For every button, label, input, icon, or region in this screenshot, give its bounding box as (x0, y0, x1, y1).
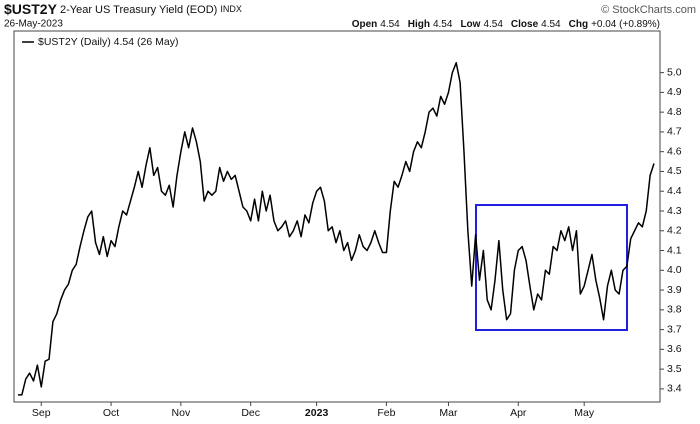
quote-label: Open (352, 19, 378, 30)
quote-value: 4.54 (433, 19, 453, 30)
plot-frame (13, 30, 661, 403)
x-tick-label: Feb (377, 407, 395, 419)
quote-value: 4.54 (541, 19, 561, 30)
quote-label: Low (460, 19, 480, 30)
y-tick-label: 4.8 (667, 106, 682, 118)
y-tick-label: 4.4 (667, 185, 682, 197)
y-tick-label: 4.2 (667, 225, 682, 237)
title: $UST2Y 2-Year US Treasury Yield (EOD) IN… (4, 1, 242, 17)
y-tick-label: 4.9 (667, 86, 682, 98)
y-tick-label: 3.4 (667, 383, 682, 395)
y-tick-label: 4.5 (667, 165, 682, 177)
date: 26-May-2023 (4, 19, 63, 30)
y-tick-label: 3.6 (667, 343, 682, 355)
x-tick-label: 2023 (305, 407, 329, 419)
y-tick-label: 3.5 (667, 363, 682, 375)
x-tick-label: Sep (32, 407, 51, 419)
y-tick-label: 4.0 (667, 264, 682, 276)
quote: Open 4.54 High 4.54 Low 4.54 Close 4.54 Chg +0.04… (352, 19, 660, 30)
x-tick-label: Nov (172, 407, 191, 419)
quote-label: Close (511, 19, 539, 30)
y-tick-label: 5.0 (667, 66, 682, 78)
symbol: $UST2Y (4, 1, 58, 17)
y-tick-label: 4.3 (667, 205, 682, 217)
highlight-box (475, 204, 628, 331)
y-tick-label: 4.6 (667, 145, 682, 157)
x-tick-label: May (574, 407, 595, 419)
quote-value: 4.54 (380, 19, 400, 30)
credit: © StockCharts.com (601, 4, 696, 16)
y-tick-label: 3.7 (667, 323, 682, 335)
legend-label: $UST2Y (Daily) 4.54 (26 May) (38, 36, 178, 48)
security-name: 2-Year US Treasury Yield (EOD) (60, 4, 217, 16)
price-line (18, 61, 655, 396)
y-tick-label: 4.1 (667, 244, 682, 256)
x-tick-label: Dec (241, 407, 260, 419)
x-tick-label: Apr (510, 407, 527, 419)
quote-value: +0.04 (+0.89%) (591, 19, 660, 30)
y-tick-label: 4.7 (667, 126, 682, 138)
y-tick-label: 3.8 (667, 304, 682, 316)
x-tick-label: Oct (103, 407, 119, 419)
x-tick-label: Mar (439, 407, 458, 419)
quote-label: High (408, 19, 430, 30)
quote-label: Chg (569, 19, 588, 30)
y-tick-label: 3.9 (667, 284, 682, 296)
exchange: INDX (220, 4, 242, 14)
quote-value: 4.54 (483, 19, 503, 30)
